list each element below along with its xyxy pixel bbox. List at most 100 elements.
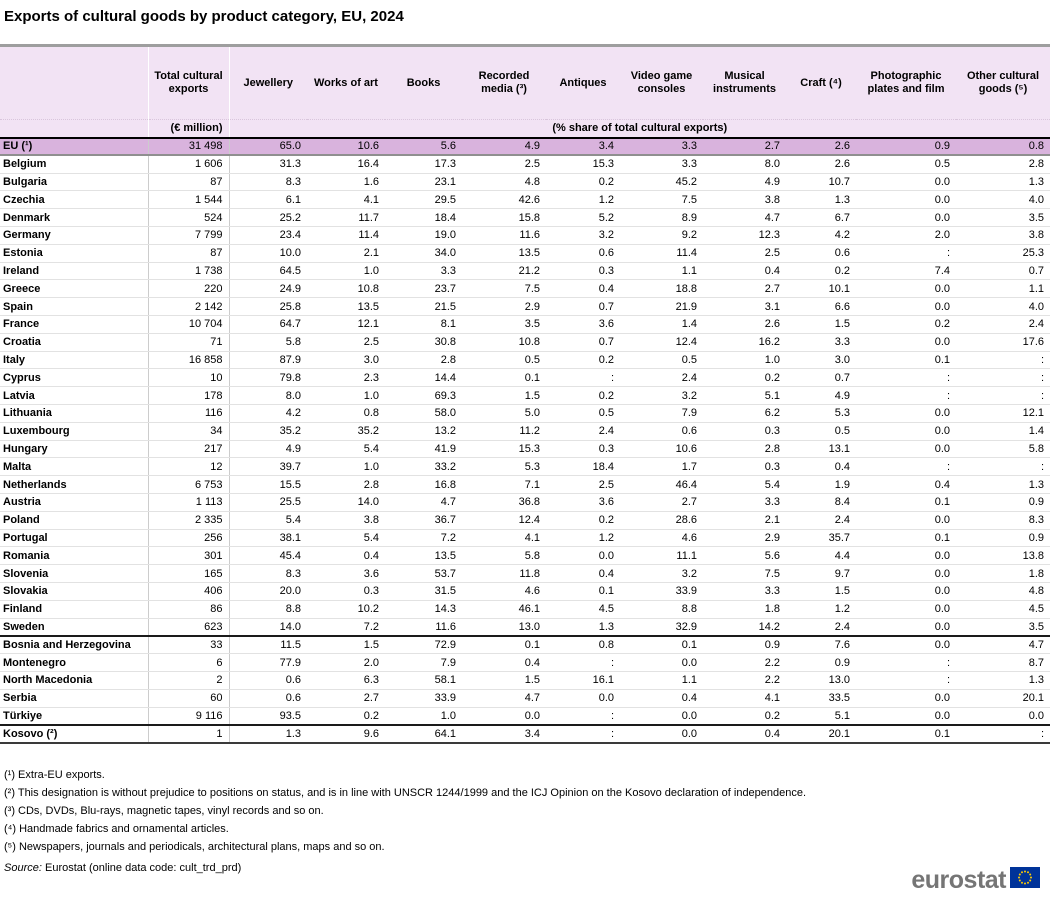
cell: 0.0 xyxy=(856,511,956,530)
cell: 4.9 xyxy=(462,137,546,157)
cell: 0.3 xyxy=(703,457,786,477)
cell: 0.6 xyxy=(620,422,703,441)
row-label: Austria xyxy=(0,493,149,512)
cell: 5.3 xyxy=(462,457,546,477)
cell: 8.3 xyxy=(229,173,307,192)
cell: 2.4 xyxy=(786,618,856,637)
cell: 3.8 xyxy=(307,511,385,530)
cell: 0.3 xyxy=(703,422,786,441)
cell: 5.4 xyxy=(229,511,307,530)
cell: 0.0 xyxy=(620,653,703,672)
table-row: Serbia 60 0.6 2.7 33.9 4.7 0.0 0.4 4.1 33.5 0.0 20.… xyxy=(0,689,1050,708)
row-label: Sweden xyxy=(0,618,149,637)
row-label: Netherlands xyxy=(0,475,149,494)
row-label: Malta xyxy=(0,457,149,477)
cell: 3.2 xyxy=(546,226,620,245)
cell: 33.9 xyxy=(385,689,462,708)
table-row: Denmark 524 25.2 11.7 18.4 15.8 5.2 8.9 4.7 6.7 0.… xyxy=(0,208,1050,227)
cell: 4.9 xyxy=(703,173,786,192)
cell: 16.1 xyxy=(546,671,620,690)
cell: 3.5 xyxy=(956,618,1050,637)
cell: 16.4 xyxy=(307,155,385,174)
cell: 93.5 xyxy=(229,707,307,726)
cell: 2.7 xyxy=(703,137,786,157)
cell: 11.2 xyxy=(462,422,546,441)
cell: 1.5 xyxy=(307,634,385,655)
cell: 5.4 xyxy=(307,440,385,459)
cell: 34.0 xyxy=(385,244,462,263)
row-label: Portugal xyxy=(0,529,149,548)
cell: 1.3 xyxy=(229,723,307,744)
cell: : xyxy=(956,351,1050,370)
cell: 2.0 xyxy=(856,226,956,245)
cell: 8.0 xyxy=(229,386,307,405)
cell: 13.0 xyxy=(462,618,546,637)
cell: 0.0 xyxy=(856,440,956,459)
units-spacer xyxy=(0,119,149,139)
cell: 4.1 xyxy=(307,190,385,210)
cell: : xyxy=(856,653,956,672)
cell: 1.0 xyxy=(385,707,462,726)
cell: 0.0 xyxy=(546,689,620,708)
cell: 58.0 xyxy=(385,404,462,423)
cell: : xyxy=(956,457,1050,477)
cell: 12.4 xyxy=(620,333,703,352)
cell: 7.2 xyxy=(307,618,385,637)
table-row: Austria 1 113 25.5 14.0 4.7 36.8 3.6 2.7 3.3 8.4 0… xyxy=(0,493,1050,512)
cell: 1 606 xyxy=(148,155,230,174)
cell: : xyxy=(856,386,956,405)
cell: 60 xyxy=(148,689,230,708)
cell: 623 xyxy=(148,618,230,637)
cell: 69.3 xyxy=(385,386,462,405)
cell: 0.8 xyxy=(307,404,385,423)
cell: 5.6 xyxy=(703,546,786,566)
cell: 13.8 xyxy=(956,546,1050,566)
cell: 7.5 xyxy=(703,564,786,583)
cell: 4.2 xyxy=(786,226,856,245)
cell: 3.6 xyxy=(307,564,385,583)
cell: 3.8 xyxy=(956,226,1050,245)
cell: 2.4 xyxy=(786,511,856,530)
cell: 0.0 xyxy=(856,618,956,637)
cell: 14.2 xyxy=(703,618,786,637)
cell: 1.0 xyxy=(307,457,385,477)
table-body: EU (¹) 31 498 65.0 10.6 5.6 4.9 3.4 3.3 2.7 2.6 0.… xyxy=(0,137,1050,744)
row-label: Greece xyxy=(0,279,149,299)
cell: 4.8 xyxy=(462,173,546,192)
cell: 1.3 xyxy=(956,671,1050,690)
cell: 20.0 xyxy=(229,582,307,601)
cell: 14.0 xyxy=(307,493,385,512)
cell: 0.3 xyxy=(546,440,620,459)
cell: 0.0 xyxy=(856,582,956,601)
cell: 58.1 xyxy=(385,671,462,690)
cell: 0.0 xyxy=(856,208,956,227)
footnote: (⁴) Handmade fabrics and ornamental arti… xyxy=(4,823,229,835)
cell: 28.6 xyxy=(620,511,703,530)
cell: 301 xyxy=(148,546,230,566)
cell: 29.5 xyxy=(385,190,462,210)
cell: 0.0 xyxy=(856,600,956,619)
cell: 0.2 xyxy=(856,315,956,334)
cell: 53.7 xyxy=(385,564,462,583)
cell: 1.5 xyxy=(786,315,856,334)
cell: 12.4 xyxy=(462,511,546,530)
row-label: Poland xyxy=(0,511,149,530)
cell: 11.7 xyxy=(307,208,385,227)
cell: 0.5 xyxy=(786,422,856,441)
cell: 4.7 xyxy=(385,493,462,512)
cell: 1.2 xyxy=(546,529,620,548)
cell: : xyxy=(856,457,956,477)
cell: 2.7 xyxy=(620,493,703,512)
row-label: Croatia xyxy=(0,333,149,352)
cell: 0.2 xyxy=(546,351,620,370)
col-header-jewellery: Jewellery xyxy=(229,45,307,120)
cell: 0.2 xyxy=(703,707,786,726)
cell: 5.1 xyxy=(786,707,856,726)
cell: 3.6 xyxy=(546,315,620,334)
table-row: Cyprus 10 79.8 2.3 14.4 0.1:2.4 0.2 0.7:: xyxy=(0,368,1050,388)
cell: 16 858 xyxy=(148,351,230,370)
table-row: Hungary 217 4.9 5.4 41.9 15.3 0.3 10.6 2.8 13.1 0.… xyxy=(0,440,1050,459)
table-row: Finland 86 8.8 10.2 14.3 46.1 4.5 8.8 1.8 1.2 0.0 4… xyxy=(0,600,1050,619)
footnote: (³) CDs, DVDs, Blu-rays, magnetic tapes,… xyxy=(4,805,324,817)
col-header-books: Books xyxy=(385,45,462,120)
